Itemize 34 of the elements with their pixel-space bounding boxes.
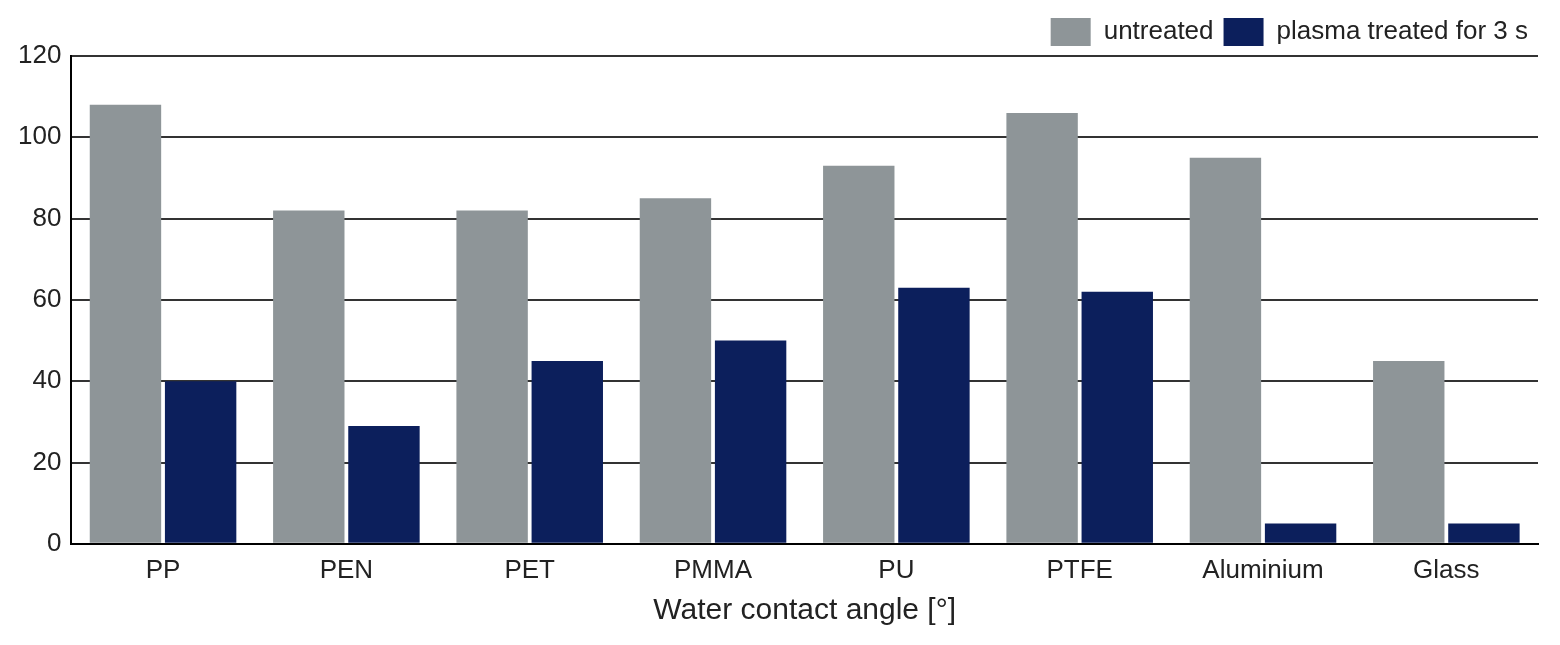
x-tick-label: PET <box>504 553 556 584</box>
y-tick-label: 40 <box>32 364 62 395</box>
bar <box>714 340 787 543</box>
bar <box>89 104 162 543</box>
y-tick-label: 60 <box>32 283 62 314</box>
bar <box>1081 291 1153 543</box>
bar <box>348 425 420 543</box>
bar <box>1006 112 1078 543</box>
bar <box>531 360 603 543</box>
bar <box>823 165 895 543</box>
x-tick-label: PP <box>145 553 181 584</box>
bar <box>1448 523 1520 543</box>
y-tick-label: 100 <box>17 120 62 151</box>
y-tick-label: 0 <box>46 526 62 557</box>
y-tick-label: 120 <box>17 39 62 70</box>
legend-label: plasma treated for 3 s <box>1276 15 1529 46</box>
legend-label: untreated <box>1103 15 1214 46</box>
bar <box>273 210 345 543</box>
x-tick-label: PEN <box>319 553 374 584</box>
bar <box>1373 360 1445 543</box>
bar <box>164 381 237 543</box>
bar <box>456 210 528 543</box>
y-tick-label: 20 <box>32 445 62 476</box>
x-tick-label: PMMA <box>674 553 753 584</box>
y-tick-label: 80 <box>32 201 62 232</box>
bar <box>898 287 970 543</box>
bar <box>639 198 712 543</box>
x-axis-title: Water contact angle [°] <box>653 592 957 626</box>
bar <box>1264 523 1337 543</box>
x-tick-label: PTFE <box>1046 553 1113 584</box>
x-tick-label: PU <box>878 553 915 584</box>
x-tick-label: Glass <box>1413 553 1480 584</box>
x-tick-label: Aluminium <box>1202 553 1324 584</box>
bar <box>1189 157 1262 543</box>
